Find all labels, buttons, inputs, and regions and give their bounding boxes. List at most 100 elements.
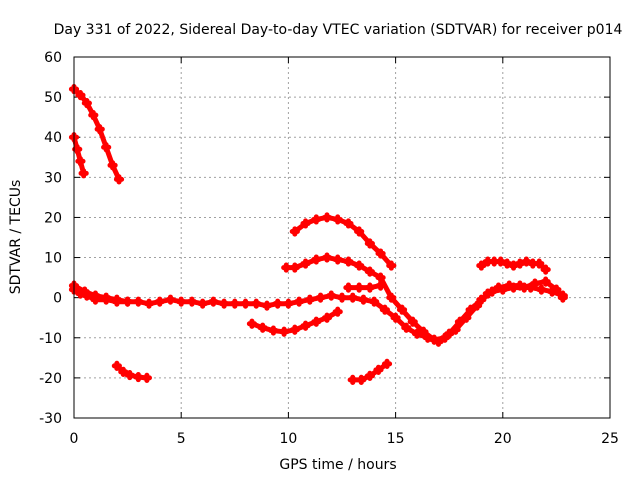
data-point (557, 290, 568, 301)
data-point (300, 218, 311, 229)
y-tick-label: -20 (39, 371, 62, 387)
data-point (369, 296, 380, 307)
data-point (396, 304, 408, 315)
data-point (218, 298, 230, 309)
series-arc-10 (347, 358, 393, 385)
data-point (381, 358, 393, 369)
data-point (471, 300, 483, 311)
x-tick-label: 5 (177, 431, 186, 447)
data-point (332, 214, 343, 225)
data-point (197, 298, 208, 309)
data-point (373, 364, 384, 375)
data-point (375, 248, 386, 259)
data-point (439, 332, 451, 343)
x-tick-label: 0 (70, 431, 79, 447)
series-arc-2 (68, 132, 89, 179)
data-point (94, 124, 105, 135)
y-tick-label: 20 (44, 210, 62, 226)
data-point (176, 296, 187, 307)
data-point (261, 300, 273, 311)
data-point (72, 144, 83, 155)
series-arc-7 (281, 252, 568, 345)
data-point (101, 292, 112, 303)
plot-frame (73, 56, 611, 419)
data-point (386, 292, 397, 303)
data-point (283, 298, 294, 309)
data-point (311, 254, 322, 265)
data-point (461, 312, 472, 323)
data-point (529, 278, 541, 289)
data-point (547, 286, 558, 297)
data-point (514, 280, 526, 291)
y-tick-label: 0 (53, 291, 62, 307)
y-tick-label: 60 (44, 50, 62, 66)
data-point (246, 318, 258, 329)
data-point (257, 322, 268, 333)
series-arc-11 (476, 256, 551, 275)
data-point (90, 290, 101, 301)
data-point (311, 214, 322, 225)
data-series (68, 83, 568, 385)
data-point (501, 258, 513, 269)
data-point (508, 260, 519, 271)
data-point (311, 316, 322, 327)
data-point (504, 280, 515, 291)
data-point (347, 374, 358, 385)
y-tick-label: 30 (44, 170, 62, 186)
data-point (407, 316, 418, 327)
data-point (281, 262, 292, 273)
data-point (390, 312, 401, 323)
data-point (411, 328, 423, 339)
data-point (122, 296, 133, 307)
data-point (229, 298, 240, 309)
data-point (113, 174, 125, 185)
data-point (208, 296, 219, 307)
x-tick-label: 15 (387, 431, 405, 447)
data-point (536, 284, 547, 295)
data-point (78, 168, 89, 179)
series-line (345, 283, 384, 291)
y-tick-label: -10 (39, 331, 62, 347)
data-point (332, 254, 343, 265)
data-point (251, 298, 262, 309)
data-point (118, 366, 129, 377)
data-point (111, 360, 122, 371)
data-point (124, 369, 135, 381)
data-point (364, 370, 375, 381)
data-point (289, 262, 300, 273)
data-point (358, 294, 369, 305)
grid (74, 57, 610, 418)
x-tick-label: 25 (601, 431, 619, 447)
data-point (154, 296, 165, 307)
x-axis-label: GPS time / hours (279, 457, 396, 473)
data-point (364, 282, 375, 293)
data-point (379, 304, 390, 315)
data-point (321, 212, 333, 223)
data-point (514, 258, 526, 269)
y-axis-label: SDTVAR / TECUs (8, 180, 24, 295)
data-point (343, 256, 354, 267)
data-point (165, 294, 176, 305)
data-point (364, 238, 375, 249)
series-arc-6 (246, 306, 343, 337)
data-point (495, 256, 506, 267)
data-point (364, 266, 375, 277)
data-point (343, 282, 354, 293)
data-point (418, 326, 429, 337)
data-point (143, 298, 155, 309)
series-arc-3 (111, 360, 152, 383)
data-point (343, 218, 354, 229)
data-point (476, 260, 487, 271)
data-point (279, 326, 290, 337)
data-point (75, 90, 86, 101)
data-point (101, 142, 112, 153)
data-point (354, 226, 365, 237)
series-line (71, 134, 87, 176)
data-point (321, 252, 333, 263)
data-point (141, 372, 152, 383)
data-point (79, 286, 90, 297)
y-tick-label: 40 (44, 130, 62, 146)
series-arc-8 (289, 212, 397, 271)
tick-labels: 0 5 10 15 20 25 -30 -20 -10 0 10 20 30 40 50 60 (39, 50, 619, 447)
